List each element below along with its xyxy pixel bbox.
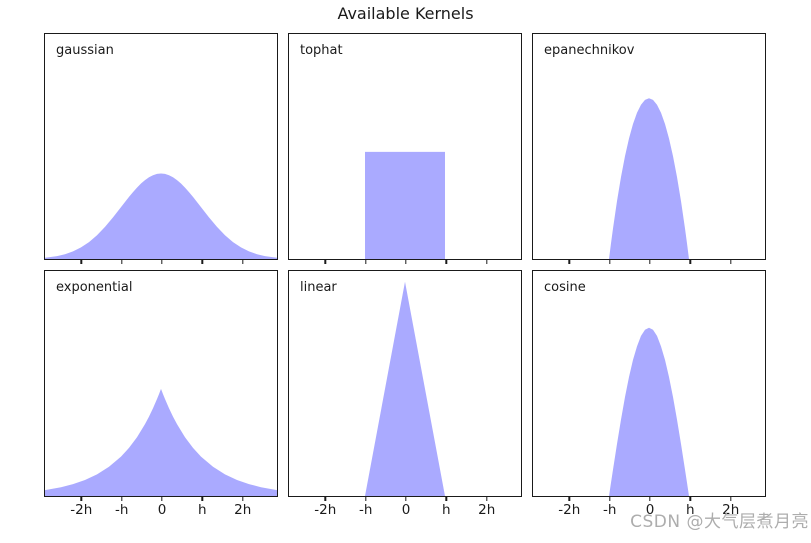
- x-tick-mark: [364, 496, 367, 501]
- kernel-label: cosine: [544, 280, 586, 295]
- x-tick-mark: [689, 496, 691, 501]
- subplot-linear: linear -2h -h 0 h 2h: [288, 270, 522, 518]
- x-tick-label: 2h: [234, 502, 252, 518]
- kernel-label: linear: [300, 280, 337, 295]
- x-tick-mark: [689, 259, 691, 264]
- x-tick-mark: [729, 496, 732, 501]
- subplot-epanechnikov: epanechnikov: [532, 33, 766, 264]
- x-tick-mark: [445, 259, 447, 264]
- subplot-tophat: tophat: [288, 33, 522, 264]
- x-tick-mark: [608, 496, 611, 501]
- kernel-area-tophat: [289, 151, 521, 259]
- kernel-label: tophat: [300, 43, 343, 58]
- kernel-label: epanechnikov: [544, 43, 635, 58]
- kernel-label: gaussian: [56, 43, 114, 58]
- kernel-label: exponential: [56, 280, 133, 295]
- kernel-area-linear: [289, 281, 521, 496]
- x-tick-mark: [241, 259, 244, 264]
- kernel-area-gaussian: [45, 173, 277, 259]
- x-tick-label: -h: [602, 502, 617, 518]
- x-tick-label: 0: [645, 502, 655, 518]
- watermark-text: CSDN @大气层煮月亮: [630, 512, 809, 532]
- kernel-area-cosine: [533, 327, 765, 496]
- x-tick-mark: [649, 259, 651, 264]
- x-tick-label: h: [198, 502, 207, 518]
- x-tick-mark: [364, 259, 367, 264]
- x-tick-mark: [80, 259, 82, 264]
- x-tick-label: -2h: [70, 502, 93, 518]
- x-tick-mark: [120, 259, 123, 264]
- x-tick-mark: [80, 496, 82, 501]
- x-tick-mark: [161, 496, 163, 501]
- x-tick-label: 2h: [478, 502, 496, 518]
- x-tick-label: h: [686, 502, 695, 518]
- x-tick-label: h: [442, 502, 451, 518]
- figure-title: Available Kernels: [337, 4, 474, 23]
- kernel-area-epanechnikov: [533, 98, 765, 259]
- x-tick-mark: [608, 259, 611, 264]
- kernel-area-exponential: [45, 388, 277, 496]
- x-tick-mark: [201, 496, 203, 501]
- x-tick-label: -2h: [558, 502, 581, 518]
- x-tick-mark: [729, 259, 732, 264]
- x-tick-mark: [405, 496, 407, 501]
- x-tick-mark: [649, 496, 651, 501]
- x-tick-label: 2h: [722, 502, 740, 518]
- x-tick-mark: [568, 496, 570, 501]
- x-tick-mark: [485, 496, 488, 501]
- x-tick-label: -h: [358, 502, 373, 518]
- x-tick-mark: [485, 259, 488, 264]
- x-tick-mark: [241, 496, 244, 501]
- subplot-exponential: exponential -2h -h 0 h 2h: [44, 270, 278, 518]
- x-tick-mark: [201, 259, 203, 264]
- subplot-gaussian: gaussian: [44, 33, 278, 264]
- x-tick-mark: [405, 259, 407, 264]
- x-tick-mark: [445, 496, 447, 501]
- x-tick-label: 0: [157, 502, 167, 518]
- subplot-cosine: cosine -2h -h 0 h 2h: [532, 270, 766, 518]
- x-tick-mark: [324, 259, 326, 264]
- x-tick-mark: [120, 496, 123, 501]
- x-tick-mark: [568, 259, 570, 264]
- x-tick-label: -2h: [314, 502, 337, 518]
- x-tick-label: 0: [401, 502, 411, 518]
- x-tick-mark: [324, 496, 326, 501]
- x-tick-label: -h: [114, 502, 129, 518]
- x-tick-mark: [161, 259, 163, 264]
